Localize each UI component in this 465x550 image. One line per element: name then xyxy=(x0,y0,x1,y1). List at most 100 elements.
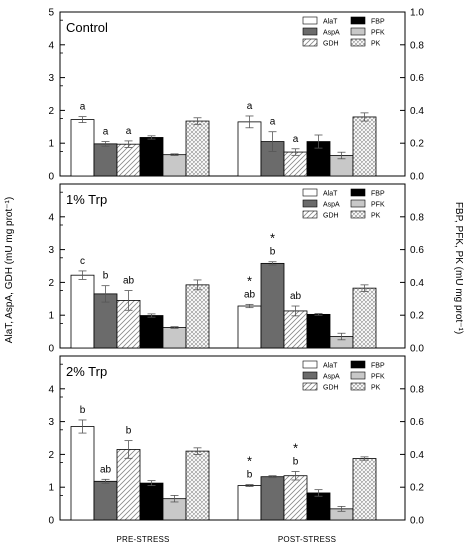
left-tick-label: 1 xyxy=(48,311,54,322)
error-bar xyxy=(291,471,300,481)
legend-label: AlaT xyxy=(323,19,338,26)
right-tick-label: 1.0 xyxy=(410,8,424,19)
error-bar xyxy=(360,284,369,292)
significance-letter: a xyxy=(247,101,253,112)
error-bar xyxy=(124,290,133,311)
legend-label: PK xyxy=(371,41,381,48)
bar-fbp xyxy=(139,137,164,177)
significance-star: * xyxy=(270,231,275,246)
legend-swatch-pfk xyxy=(350,27,366,36)
bar-gdh xyxy=(116,143,141,177)
legend-swatch-alat xyxy=(302,188,318,197)
error-bar xyxy=(170,326,179,329)
right-tick-label: 0.8 xyxy=(410,212,424,223)
left-tick-label: 2 xyxy=(48,278,54,289)
right-tick-label: 0.2 xyxy=(410,483,424,494)
right-tick-label: 0.2 xyxy=(410,139,424,150)
error-bar xyxy=(147,313,156,318)
legend-swatch-fbp xyxy=(350,360,366,369)
error-bar xyxy=(268,261,277,266)
error-bar xyxy=(78,270,87,280)
left-tick-label: 3 xyxy=(48,417,54,428)
legend: AlaT AspA GDH FBP PFK PK xyxy=(302,16,385,48)
right-tick-label: 0.2 xyxy=(410,311,424,322)
left-tick-label: 1 xyxy=(48,139,54,150)
legend-label: PFK xyxy=(371,374,385,381)
significance-letter: a xyxy=(270,117,276,128)
error-bar xyxy=(193,117,202,125)
error-bar xyxy=(314,313,323,316)
error-bar xyxy=(101,141,110,147)
error-bar xyxy=(101,478,110,484)
category-label-pre-stress: PRE-STRESS xyxy=(116,535,169,544)
significance-letter: ab xyxy=(290,291,302,302)
significance-letter: ab xyxy=(100,464,112,475)
panel-0: 0 1 2 3 4 5 0.0 0.2 0.4 0.6 0.8 1.0 Control AlaT AspA G… xyxy=(48,8,424,183)
left-axis-label: AlaT, AspA, GDH (mU mg prot⁻¹) xyxy=(4,197,15,343)
right-tick-label: 0.6 xyxy=(410,417,424,428)
legend-swatch-gdh xyxy=(302,38,318,47)
bar-aspa xyxy=(93,143,118,177)
right-tick-label: 0.4 xyxy=(410,450,424,461)
significance-letter: ab xyxy=(244,289,256,300)
legend-label: GDH xyxy=(323,41,339,48)
significance-star: * xyxy=(247,273,252,288)
legend-label: PK xyxy=(371,385,381,392)
bar-pk xyxy=(185,450,210,521)
left-tick-label: 4 xyxy=(48,40,54,51)
error-bar xyxy=(193,279,202,291)
bar-aspa xyxy=(93,480,118,521)
error-bar xyxy=(124,140,133,148)
error-bar xyxy=(337,151,346,160)
legend-label: GDH xyxy=(323,385,339,392)
error-bar xyxy=(245,303,254,309)
category-label-post-stress: POST-STRESS xyxy=(278,535,336,544)
error-bar xyxy=(245,484,254,487)
significance-letter: c xyxy=(80,256,85,267)
legend-label: PFK xyxy=(371,202,385,209)
legend: AlaT AspA GDH FBP PFK PK xyxy=(302,188,385,220)
left-tick-label: 3 xyxy=(48,245,54,256)
legend-swatch-fbp xyxy=(350,16,366,25)
chart-panels: 0 1 2 3 4 5 0.0 0.2 0.4 0.6 0.8 1.0 Control AlaT AspA G… xyxy=(48,8,424,527)
significance-star: * xyxy=(293,440,298,455)
right-tick-label: 0.4 xyxy=(410,278,424,289)
left-tick-label: 4 xyxy=(48,212,54,223)
bar-gdh xyxy=(283,475,308,521)
legend-label: AspA xyxy=(323,30,340,37)
error-bar xyxy=(291,305,300,317)
legend-swatch-aspa xyxy=(302,27,318,36)
error-bar xyxy=(337,332,346,341)
bar-fbp xyxy=(139,315,164,349)
legend-swatch-aspa xyxy=(302,371,318,380)
error-bar xyxy=(268,131,277,152)
left-tick-label: 2 xyxy=(48,106,54,117)
legend-swatch-alat xyxy=(302,16,318,25)
error-bar xyxy=(78,116,87,123)
right-tick-label: 0.6 xyxy=(410,73,424,84)
error-bar xyxy=(193,447,202,455)
bar-alat xyxy=(70,426,95,521)
significance-letter: a xyxy=(126,126,132,137)
bar-pk xyxy=(185,284,210,349)
legend-swatch-pfk xyxy=(350,371,366,380)
bar-alat xyxy=(237,121,262,177)
right-tick-label: 0.8 xyxy=(410,40,424,51)
significance-letter: b xyxy=(247,470,253,481)
bar-pk xyxy=(185,120,210,177)
left-tick-label: 0 xyxy=(48,516,54,527)
legend-label: AspA xyxy=(323,202,340,209)
bar-alat xyxy=(70,119,95,177)
significance-letter: b xyxy=(126,426,132,437)
left-tick-label: 4 xyxy=(48,384,54,395)
significance-letter: a xyxy=(80,102,86,113)
bar-gdh xyxy=(283,310,308,349)
error-bar xyxy=(360,112,369,122)
panel-1: 0 1 2 3 4 0.0 0.2 0.4 0.6 0.8 1% Trp AlaT AspA GDH FBP… xyxy=(48,183,424,355)
significance-letter: ab xyxy=(123,276,135,287)
legend-label: AspA xyxy=(323,374,340,381)
legend-label: FBP xyxy=(371,363,385,370)
panel-frame xyxy=(59,355,406,521)
legend-swatch-pk xyxy=(350,210,366,219)
bar-fbp xyxy=(139,482,164,521)
